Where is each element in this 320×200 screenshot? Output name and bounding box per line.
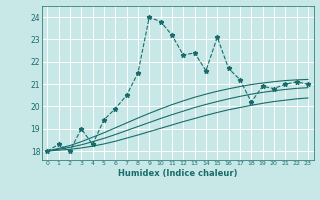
X-axis label: Humidex (Indice chaleur): Humidex (Indice chaleur): [118, 169, 237, 178]
